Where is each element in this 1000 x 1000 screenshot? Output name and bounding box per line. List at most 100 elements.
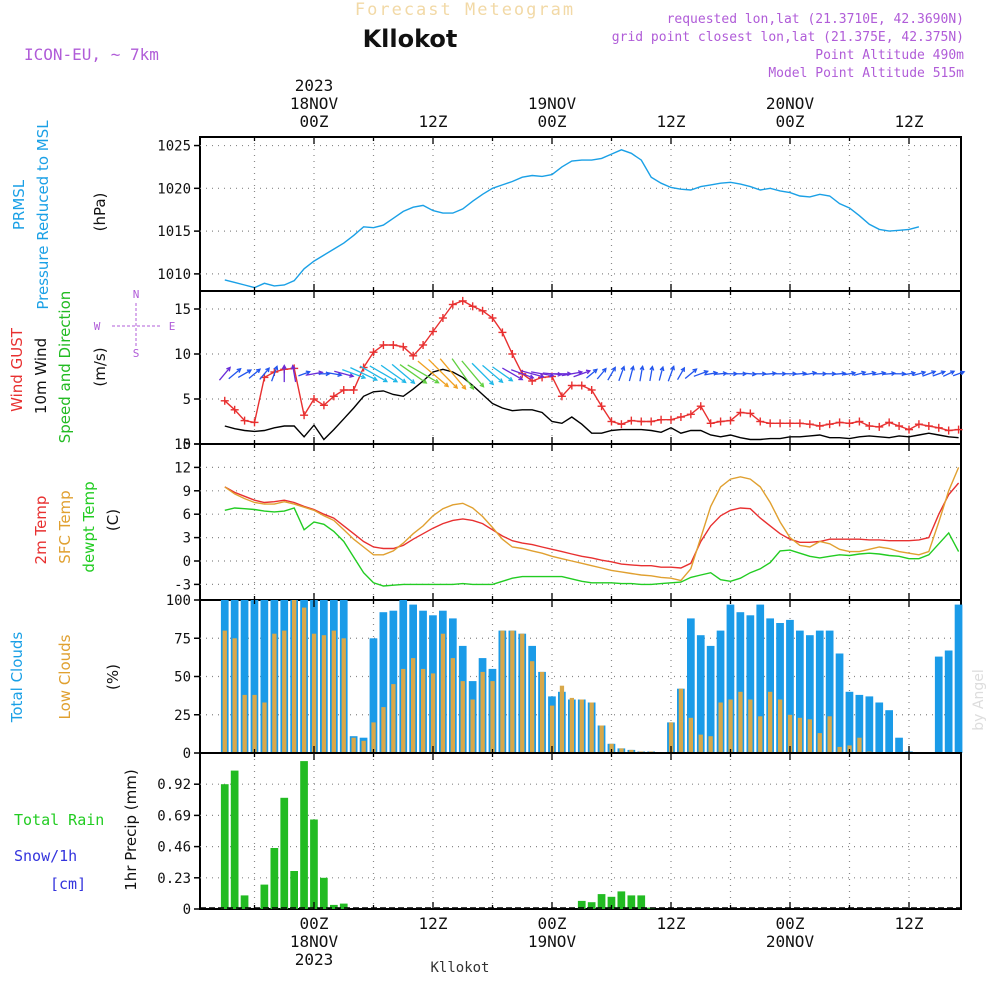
pressure-ytick-label: 1015 [157,224,191,240]
wind-direction-arrow [853,370,867,376]
clouds-ytick-label: 75 [174,631,191,647]
clouds-bar-low-clouds [480,671,485,753]
clouds-bar-low-clouds [331,630,336,753]
clouds-bar-low-clouds [778,699,783,753]
gust-marker [944,426,953,435]
clouds-bar-low-clouds [579,699,584,753]
compass-north: N [133,288,140,301]
clouds-bar-total-clouds [369,638,378,754]
gust-marker [795,419,804,428]
wind-direction-arrow [380,364,407,384]
clouds-bar-total-clouds [389,610,398,753]
clouds-bar-total-clouds [786,619,794,753]
clouds-bar-low-clouds [530,661,535,753]
bottom-time-label: 12Z [419,914,448,933]
precip-bar-total-rain [627,895,636,909]
clouds-bar-low-clouds [282,630,287,753]
wind-direction-arrow [290,364,297,383]
top-time-label: 00Z [538,112,567,131]
clouds-bar-low-clouds [430,673,436,753]
temp-label-dewpt: dewpt Temp [80,481,98,572]
wind-direction-arrow [237,369,253,379]
gust-marker [379,341,388,349]
clouds-bar-low-clouds [311,633,317,753]
footer-station: Kllokot [430,960,489,976]
wind-direction-arrow [843,370,857,376]
wind-direction-arrow [952,370,966,377]
precip-bar-total-rain [597,894,606,909]
gust-marker [865,422,874,430]
wind-series-10m-wind [224,368,959,441]
wind-direction-arrow [271,365,279,382]
pressure-ytick-label: 1020 [157,181,191,197]
clouds-bar-low-clouds [629,749,634,753]
wind-direction-arrow [451,358,475,391]
temperature-ytick-label: 6 [183,507,191,523]
wind-direction-arrow [369,365,399,383]
gust-marker [914,420,923,429]
gust-marker [339,386,348,394]
temp-ylabel: (C) [104,509,122,531]
pressure-side-labels: PRMSL Pressure Reduced to MSL (hPa) [10,120,109,310]
wind-direction-arrow [596,367,607,380]
clouds-bar-low-clouds [807,719,812,753]
pressure-ylabel: (hPa) [91,193,109,232]
gust-marker [617,420,626,429]
gust-marker [905,425,913,434]
pressure-ytick-label: 1025 [157,139,191,155]
temperature-ytick-label: 12 [174,460,191,476]
clouds-bar-low-clouds [411,658,416,753]
top-time-label: 19NOV [528,94,577,113]
clouds-bar-low-clouds [341,638,346,754]
gust-marker [637,417,646,426]
wind-direction-arrow [833,371,847,377]
gust-marker [746,409,755,418]
wind-direction-arrow [573,369,592,378]
clouds-bar-total-clouds [954,604,963,753]
wind-direction-arrow [399,364,428,384]
clouds-bar-low-clouds [490,681,495,753]
gust-marker [845,419,854,428]
clouds-bar-low-clouds [718,702,723,753]
top-time-label: 12Z [895,112,924,131]
compass-rose: N S W E [94,288,176,360]
precip-bar-total-rain [637,895,646,909]
wind-ytick-label: 10 [174,347,191,363]
gust-marker [676,413,685,421]
clouds-bar-total-clouds [944,650,953,753]
top-time-label: 12Z [657,112,686,131]
gust-marker [429,327,437,336]
precip-bar-total-rain [617,891,626,909]
clouds-bar-low-clouds [510,630,515,753]
gust-marker [349,386,358,394]
clouds-bar-low-clouds [540,671,545,753]
clouds-bar-low-clouds [728,699,733,753]
wind-ylabel: (m/s) [91,347,109,386]
compass-south: S [133,347,140,360]
wind-direction-arrow [628,365,635,382]
precip-label-cm: [cm] [50,875,86,893]
clouds-bar-total-clouds [865,696,874,753]
wind-direction-arrow [248,368,262,379]
wind-direction-arrow [639,365,645,382]
clouds-bar-low-clouds [242,694,247,753]
wind-direction-arrow [350,367,379,381]
clouds-bar-total-clouds [934,656,943,753]
clouds-bar-total-clouds [706,645,715,753]
precip-bar-total-rain [240,895,249,909]
gust-marker [766,419,775,428]
info-line-2: grid point closest lon,lat (21.375E, 42.… [612,30,964,45]
clouds-bar-total-clouds [776,623,784,753]
clouds-bar-low-clouds [222,630,227,753]
wind-direction-arrow [667,365,675,382]
wind-direction-arrow [259,367,270,380]
clouds-bar-total-clouds [260,600,269,753]
gust-marker [667,415,675,424]
wind-direction-arrow [492,366,514,382]
clouds-bar-low-clouds [668,722,674,753]
clouds-bar-low-clouds [748,699,753,753]
temperature-series-sfc-temp [224,467,960,582]
